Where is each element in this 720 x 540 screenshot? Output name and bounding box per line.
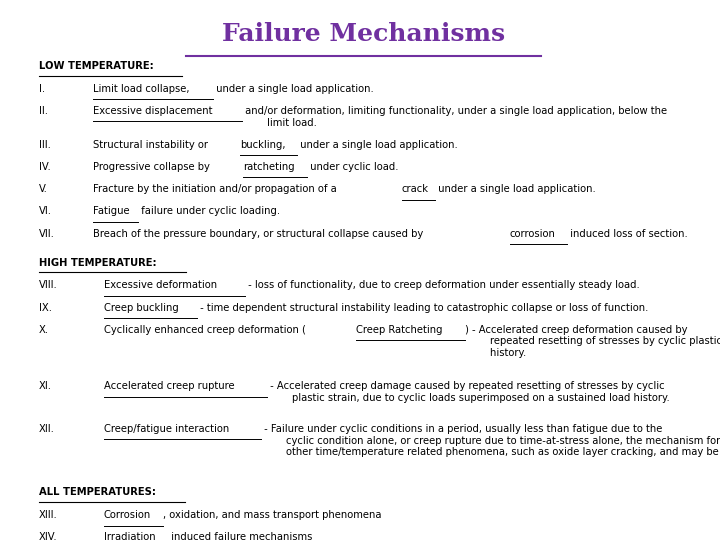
Text: - time dependent structural instability leading to catastrophic collapse or loss: - time dependent structural instability …	[197, 302, 649, 313]
Text: XI.: XI.	[39, 381, 52, 391]
Text: and/or deformation, limiting functionality, under a single load application, bel: and/or deformation, limiting functionali…	[242, 106, 667, 127]
Text: under a single load application.: under a single load application.	[297, 140, 458, 150]
Text: VIII.: VIII.	[39, 280, 58, 291]
Text: II.: II.	[39, 106, 48, 116]
Text: XIV.: XIV.	[39, 532, 58, 540]
Text: induced failure mechanisms: induced failure mechanisms	[168, 532, 312, 540]
Text: I.: I.	[39, 84, 45, 94]
Text: VII.: VII.	[39, 228, 55, 239]
Text: Fatigue: Fatigue	[93, 206, 130, 217]
Text: Progressive collapse by: Progressive collapse by	[93, 162, 212, 172]
Text: V.: V.	[39, 184, 48, 194]
Text: VI.: VI.	[39, 206, 52, 217]
Text: , oxidation, and mass transport phenomena: , oxidation, and mass transport phenomen…	[163, 510, 382, 520]
Text: Creep/fatigue interaction: Creep/fatigue interaction	[104, 424, 229, 434]
Text: induced loss of section.: induced loss of section.	[567, 228, 688, 239]
Text: XIII.: XIII.	[39, 510, 58, 520]
Text: ) - Accelerated creep deformation caused by
        repeated resetting of stress: ) - Accelerated creep deformation caused…	[464, 325, 720, 358]
Text: XII.: XII.	[39, 424, 55, 434]
Text: III.: III.	[39, 140, 50, 150]
Text: Accelerated creep rupture: Accelerated creep rupture	[104, 381, 235, 391]
Text: - Accelerated creep damage caused by repeated resetting of stresses by cyclic
  : - Accelerated creep damage caused by rep…	[267, 381, 670, 403]
Text: under cyclic load.: under cyclic load.	[307, 162, 399, 172]
Text: IX.: IX.	[39, 302, 52, 313]
Text: ratcheting: ratcheting	[243, 162, 294, 172]
Text: Corrosion: Corrosion	[104, 510, 151, 520]
Text: Excessive displacement: Excessive displacement	[93, 106, 212, 116]
Text: corrosion: corrosion	[510, 228, 556, 239]
Text: under a single load application.: under a single load application.	[436, 184, 596, 194]
Text: IV.: IV.	[39, 162, 50, 172]
Text: crack: crack	[402, 184, 428, 194]
Text: under a single load application.: under a single load application.	[213, 84, 374, 94]
Text: HIGH TEMPERATURE:: HIGH TEMPERATURE:	[39, 258, 156, 267]
Text: failure under cyclic loading.: failure under cyclic loading.	[138, 206, 281, 217]
Text: Creep buckling: Creep buckling	[104, 302, 179, 313]
Text: Creep Ratcheting: Creep Ratcheting	[356, 325, 443, 335]
Text: LOW TEMPERATURE:: LOW TEMPERATURE:	[39, 61, 153, 71]
Text: X.: X.	[39, 325, 49, 335]
Text: - Failure under cyclic conditions in a period, usually less than fatigue due to : - Failure under cyclic conditions in a p…	[261, 424, 720, 457]
Text: Fracture by the initiation and/or propagation of a: Fracture by the initiation and/or propag…	[93, 184, 340, 194]
Text: Breach of the pressure boundary, or structural collapse caused by: Breach of the pressure boundary, or stru…	[93, 228, 426, 239]
Text: Cyclically enhanced creep deformation (: Cyclically enhanced creep deformation (	[104, 325, 306, 335]
Text: ALL TEMPERATURES:: ALL TEMPERATURES:	[39, 488, 156, 497]
Text: Excessive deformation: Excessive deformation	[104, 280, 217, 291]
Text: Limit load collapse,: Limit load collapse,	[93, 84, 189, 94]
Text: Irradiation: Irradiation	[104, 532, 156, 540]
Text: Failure Mechanisms: Failure Mechanisms	[222, 22, 505, 46]
Text: - loss of functionality, due to creep deformation under essentially steady load.: - loss of functionality, due to creep de…	[246, 280, 640, 291]
Text: Structural instability or: Structural instability or	[93, 140, 211, 150]
Text: buckling,: buckling,	[240, 140, 286, 150]
